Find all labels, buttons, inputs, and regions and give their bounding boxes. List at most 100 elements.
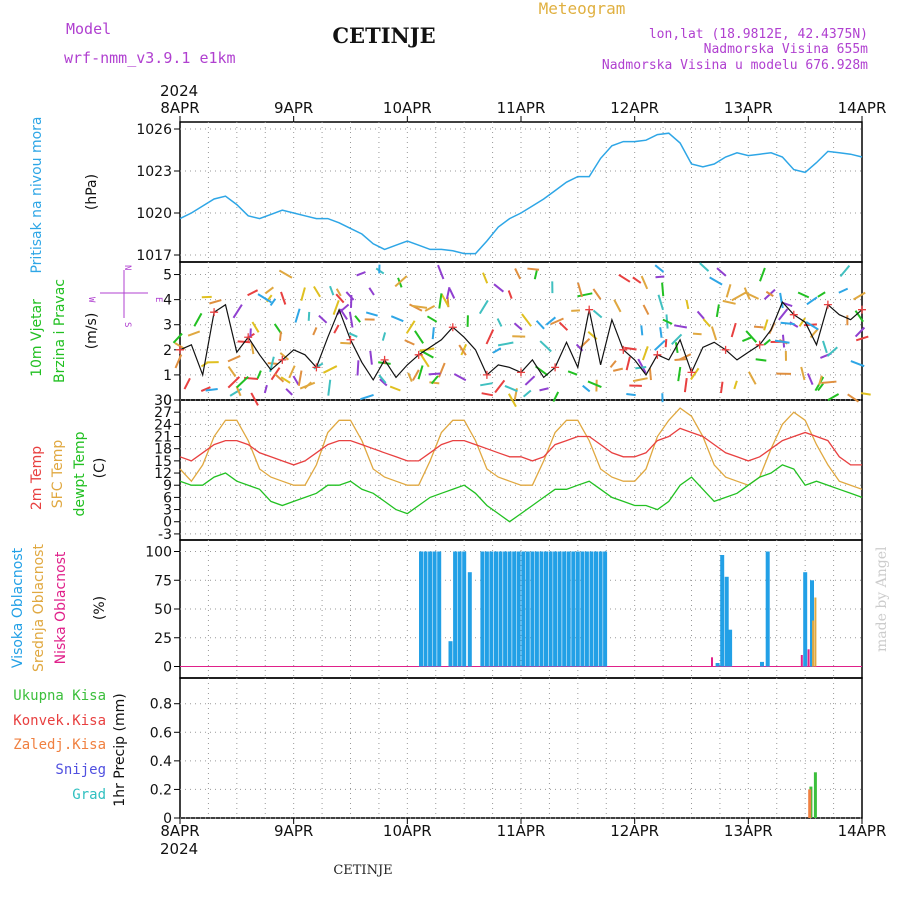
wind-arrow [390,315,404,323]
t2m-line [179,427,862,466]
wind-arrow [806,373,814,385]
wind-arrow [205,388,218,392]
wind-arrow [313,285,321,298]
ytick-label-cloud: 100 [145,545,172,561]
high-cloud-bar [557,551,562,667]
pressure-line [179,132,863,255]
watermark: made by Angel [874,546,890,652]
wind-arrow [394,275,408,288]
wind-arrow [404,339,415,346]
temperature-panel [179,407,863,523]
high-cloud-bar [803,572,808,667]
footer-station: CETINJE [333,863,392,878]
wind-arrow [381,332,387,341]
compass-south: S [122,322,132,327]
wind-arrow [232,304,243,319]
high-cloud-bar [598,551,603,667]
wind-arrow [640,325,644,336]
wind-arrow [493,283,505,293]
bottom-day-labels: 8APR 9APR 10APR 11APR 12APR 13APR 14APR [160,818,886,840]
high-cloud-bar [728,629,733,667]
wind-arrow [524,375,536,386]
high-cloud-bar [720,555,725,667]
wind-arrow [535,320,545,330]
legend-convective-rain: Konvek.Kisa [13,713,106,729]
wind-arrow [661,282,665,297]
wind-arrow [458,344,467,356]
ytick-label-temp: 15 [154,454,172,470]
wind-arrow [715,304,720,318]
year-bottom: 2024 [160,840,198,858]
cloud-high-label: Visoka Oblacnost [10,547,26,668]
wind-arrow [587,380,602,389]
cloud-unit: (%) [92,596,108,620]
high-cloud-bar [575,551,580,667]
wind-gust-mark [346,335,355,344]
wind-unit: (m/s) [84,313,100,350]
wind-arrow [690,367,700,381]
wind-arrow [329,285,335,296]
high-cloud-bar [428,551,433,667]
wind-arrow [747,371,757,385]
wind-arrow [354,315,361,323]
legend-total-rain: Ukupna Kisa [13,688,106,704]
wind-arrow [674,324,688,329]
wind-gust-mark [585,305,594,314]
wind-arrow [280,376,291,384]
ytick-label-temp: 18 [154,442,172,458]
wind-arrow [838,287,849,294]
wind-arrow [641,346,649,361]
wind-arrow [719,381,724,394]
wind-gust-mark [653,350,662,359]
wind-arrow [817,382,825,392]
wind-arrow [850,360,865,368]
wind-label-2: Brzina i Pravac [52,279,68,383]
high-cloud-bar [544,551,548,667]
pressure-label: Pritisak na nivou mora [29,116,45,273]
wind-arrow [626,393,636,397]
ytick-label-press: 1020 [136,206,172,222]
wind-arrow [365,311,378,317]
wind-arrow [257,293,272,304]
wind-arrow [480,382,493,387]
ytick-label-precip: 0.6 [150,725,172,741]
wind-gust-mark [448,323,457,332]
cloud-low-label: Niska Oblacnost [53,551,69,664]
ytick-label-press: 1026 [136,122,172,138]
wind-arrow [183,377,191,390]
temp-unit: (C) [92,458,108,479]
high-cloud-bar [539,551,544,667]
wind-arrow [632,377,648,383]
wind-arrow [522,389,532,398]
wind-gust-mark [823,300,832,309]
wind-arrow [702,318,711,328]
wind-arrow [827,393,840,401]
wind-gust-mark [619,345,628,354]
wind-arrow [335,293,345,304]
high-cloud-bar [571,551,576,667]
wind-arrow [412,369,420,381]
wind-arrow [662,318,673,325]
wind-arrow [193,312,203,327]
wind-arrow [657,294,664,311]
bottom-day-label: 9APR [274,822,313,840]
high-cloud-bar [603,551,608,667]
high-cloud-bar [521,551,526,667]
bottom-day-label: 11APR [497,822,546,840]
wind-arrow [742,336,753,343]
precip-legend: Ukupna Kisa Konvek.Kisa Zaledj.Kisa Snij… [13,688,106,803]
high-cloud-bar [516,551,521,667]
wind-arrow [655,275,665,279]
wind-arrow [419,349,434,359]
ytick-label-wind: 4 [163,293,172,309]
wind-arrow [797,291,810,299]
wind-arrow [582,384,591,393]
wind-arrow [806,296,818,306]
wind-arrow [251,321,260,333]
wind-arrow [763,338,771,346]
ytick-label-temp: -3 [158,527,172,543]
wind-arrow [496,318,503,327]
ytick-label-wind: 0 [163,393,172,409]
wind-arrow [677,366,682,382]
wind-arrow [250,392,259,406]
